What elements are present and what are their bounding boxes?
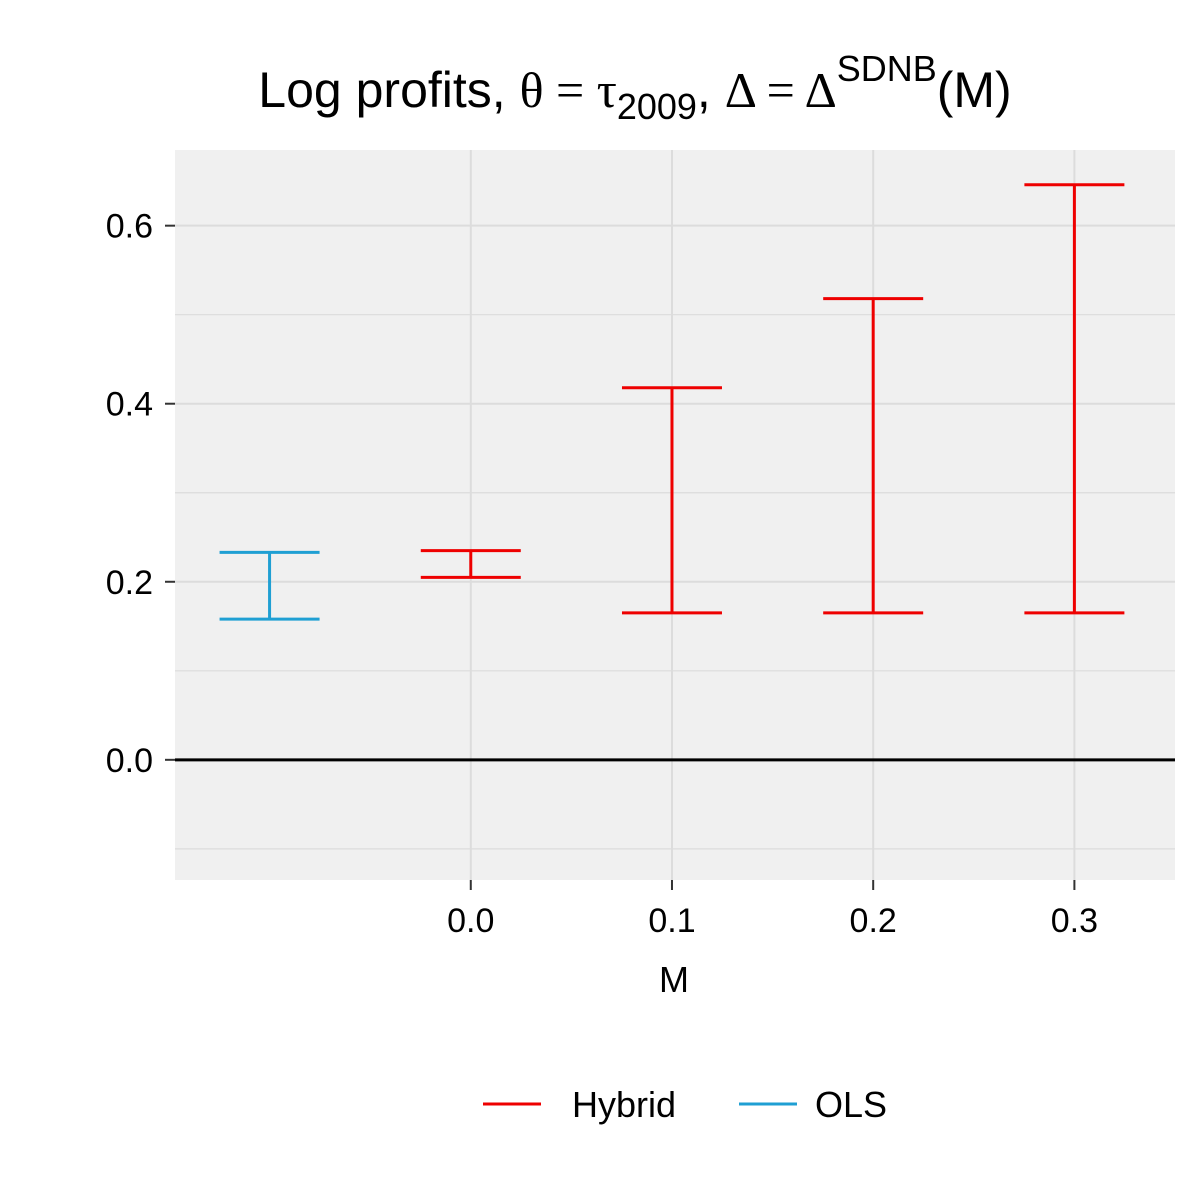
legend-label: OLS [815,1084,887,1125]
y-tick-label: 0.2 [106,564,153,602]
plot-panel [175,150,1175,880]
y-tick-label: 0.0 [106,742,153,780]
y-tick-label: 0.6 [106,208,153,246]
x-tick-label: 0.0 [447,902,494,940]
x-axis-title: M [659,959,689,1000]
title-tail: (M) [936,62,1012,118]
title-eq2: = [754,62,805,118]
title-lead: Log profits, [258,62,520,118]
y-tick-label: 0.4 [106,386,153,424]
title-delta-2: Δ [804,62,837,118]
title-tau: τ [596,62,617,118]
title-eq1: = [543,62,597,118]
legend-label: Hybrid [572,1084,676,1125]
title-delta-sup: SDNB [836,48,937,89]
title-delta: Δ [724,62,755,118]
x-tick-label: 0.2 [850,902,897,940]
title-theta: θ [519,62,544,118]
title-tau-sub: 2009 [616,86,697,127]
chart-title: Log profits, θ = τ2009, Δ = ΔSDNB(M) [0,48,1200,128]
title-sep: , [696,62,725,118]
x-tick-label: 0.1 [648,902,695,940]
x-tick-label: 0.3 [1051,902,1098,940]
